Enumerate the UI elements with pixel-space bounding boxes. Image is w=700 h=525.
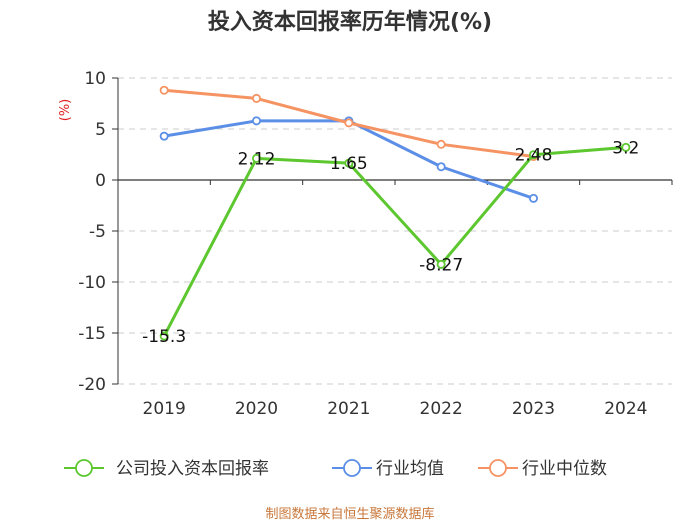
legend: 公司投入资本回报率 行业均值 行业中位数: [64, 459, 607, 479]
data-point: [621, 142, 631, 152]
series-group: [159, 85, 631, 341]
series-line-0: [162, 145, 626, 337]
gridlines: [112, 77, 672, 385]
data-point: [159, 331, 169, 341]
y-tick-label: 0: [95, 171, 106, 191]
legend-label: 公司投入资本回报率: [116, 459, 269, 479]
data-point: [436, 259, 446, 269]
chart-title: 投入资本回报率历年情况(%): [208, 9, 492, 35]
y-tick-labels: 10 5 0 -5 -10 -15 -20: [78, 69, 106, 395]
data-label: -8.27: [419, 255, 463, 275]
legend-item-1: 行业均值: [332, 459, 444, 479]
x-tick-label: 2024: [604, 399, 647, 419]
series-2: [159, 85, 539, 162]
legend-marker: [343, 459, 361, 477]
data-label: 3.2: [612, 138, 639, 158]
data-point: [159, 131, 169, 141]
data-label: 1.65: [330, 154, 368, 174]
data-label: -15.3: [142, 327, 186, 347]
y-tick-label: 5: [95, 120, 106, 140]
legend-label: 行业中位数: [522, 459, 607, 479]
data-point: [344, 158, 354, 168]
y-tick-label: -20: [78, 375, 106, 395]
data-point: [251, 153, 261, 163]
data-point: [529, 193, 539, 203]
data-label: 2.48: [515, 146, 553, 166]
x-tick-labels: 2019 2020 2021 2022 2023 2024: [143, 399, 648, 419]
data-label: 2.12: [238, 149, 276, 169]
legend-item-0: 公司投入资本回报率: [64, 459, 269, 479]
x-tick-label: 2019: [143, 399, 186, 419]
data-point: [436, 162, 446, 172]
legend-label: 行业均值: [376, 459, 444, 479]
y-tick-label: -15: [78, 324, 106, 344]
x-tick-label: 2020: [235, 399, 278, 419]
legend-marker: [489, 459, 507, 477]
data-point: [251, 116, 261, 126]
data-point: [344, 118, 354, 128]
data-point: [251, 93, 261, 103]
data-point: [159, 85, 169, 95]
data-labels: -15.3 2.12 1.65 -8.27 2.48 3.2: [142, 138, 639, 347]
data-point: [529, 150, 539, 160]
y-tick-label: -5: [89, 222, 106, 242]
y-tick-label: -10: [78, 273, 106, 293]
series-0: [159, 142, 631, 341]
x-tick-label: 2021: [327, 399, 370, 419]
x-tick-label: 2023: [512, 399, 555, 419]
y-axis-label: (%): [58, 99, 73, 122]
x-tick-label: 2022: [420, 399, 463, 419]
legend-item-2: 行业中位数: [478, 459, 607, 479]
legend-marker: [75, 459, 93, 477]
y-tick-label: 10: [84, 69, 106, 89]
source-note: 制图数据来自恒生聚源数据库: [265, 506, 434, 522]
data-point: [436, 139, 446, 149]
